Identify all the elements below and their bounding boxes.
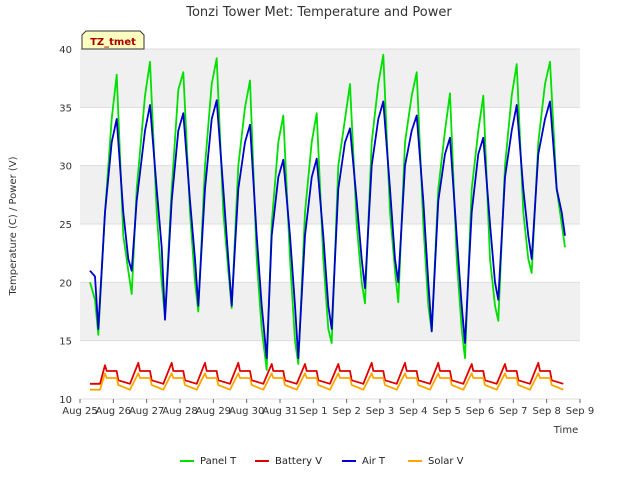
y-tick-label: 40 xyxy=(59,45,72,56)
station-tag: TZ_tmet xyxy=(81,30,145,50)
y-tick-label: 25 xyxy=(59,220,72,231)
x-axis-label: Time xyxy=(553,425,578,436)
series-line-air-t xyxy=(89,99,566,360)
x-tick-label: Sep 5 xyxy=(432,406,460,417)
y-axis-ticks: 10 15 20 25 30 35 40 xyxy=(59,45,72,406)
series-layer xyxy=(89,53,566,391)
x-tick-label: Sep 4 xyxy=(399,406,427,417)
series-line-battery-v xyxy=(90,361,564,385)
y-tick-label: 30 xyxy=(59,162,72,173)
x-tick-label: Aug 27 xyxy=(129,406,164,417)
x-tick-label: Sep 1 xyxy=(299,406,327,417)
legend-label-panel-t: Panel T xyxy=(200,456,237,467)
legend-label-air-t: Air T xyxy=(362,456,386,467)
plot-band xyxy=(80,49,580,108)
station-tag-label: TZ_tmet xyxy=(90,37,136,48)
x-tick-label: Aug 31 xyxy=(262,406,297,417)
y-tick-label: 20 xyxy=(59,278,72,289)
y-axis-label: Temperature (C) / Power (V) xyxy=(8,156,19,296)
x-tick-label: Aug 26 xyxy=(96,406,131,417)
x-tick-label: Aug 29 xyxy=(196,406,231,417)
y-tick-label: 35 xyxy=(59,103,72,114)
chart-title: Tonzi Tower Met: Temperature and Power xyxy=(185,5,452,20)
series-line-solar-v xyxy=(90,372,564,391)
x-tick-label: Sep 8 xyxy=(532,406,560,417)
legend-label-solar-v: Solar V xyxy=(428,456,464,467)
x-tick-label: Aug 25 xyxy=(62,406,97,417)
x-tick-label: Sep 3 xyxy=(366,406,394,417)
x-tick-label: Sep 7 xyxy=(499,406,527,417)
grid-lines xyxy=(80,48,580,400)
legend-label-battery-v: Battery V xyxy=(275,456,322,467)
x-tick-label: Aug 28 xyxy=(162,406,197,417)
y-tick-label: 15 xyxy=(59,337,72,348)
x-tick-label: Aug 30 xyxy=(229,406,264,417)
x-tick-label: Sep 9 xyxy=(566,406,594,417)
legend: Panel T Battery V Air T Solar V xyxy=(180,456,464,467)
x-tick-label: Sep 6 xyxy=(466,406,494,417)
station-tag-box xyxy=(81,30,145,50)
y-tick-label: 10 xyxy=(59,395,72,406)
plot-band xyxy=(80,165,580,224)
x-tick-label: Sep 2 xyxy=(332,406,360,417)
